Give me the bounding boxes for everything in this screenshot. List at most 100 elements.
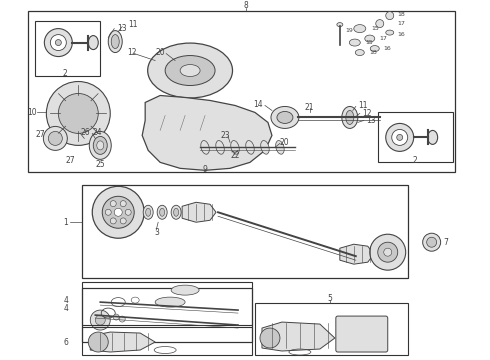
Circle shape: [423, 233, 441, 251]
Text: 1: 1: [64, 218, 68, 227]
Text: 18: 18: [370, 50, 377, 55]
Ellipse shape: [157, 205, 167, 219]
Text: 22: 22: [230, 151, 240, 160]
Text: 3: 3: [154, 228, 159, 237]
Text: 5: 5: [327, 294, 332, 303]
Ellipse shape: [349, 39, 360, 46]
Bar: [35, 21, 100, 76]
Ellipse shape: [173, 208, 179, 216]
Ellipse shape: [155, 297, 185, 307]
Circle shape: [370, 234, 406, 270]
Circle shape: [120, 218, 126, 224]
Ellipse shape: [245, 140, 254, 154]
Text: 6: 6: [63, 338, 68, 347]
Circle shape: [113, 314, 119, 320]
Circle shape: [45, 28, 73, 57]
Ellipse shape: [271, 107, 299, 129]
Text: 27: 27: [36, 130, 46, 139]
Text: 12: 12: [127, 48, 137, 57]
Circle shape: [384, 248, 392, 256]
Circle shape: [47, 81, 110, 145]
Circle shape: [105, 209, 111, 215]
Text: 15: 15: [372, 26, 380, 31]
Circle shape: [386, 12, 394, 19]
Circle shape: [397, 134, 403, 140]
Circle shape: [49, 131, 62, 145]
Ellipse shape: [355, 50, 364, 55]
Text: 27: 27: [66, 156, 75, 165]
Text: 14: 14: [253, 100, 263, 109]
Ellipse shape: [231, 140, 239, 154]
Text: 21: 21: [305, 103, 315, 112]
Circle shape: [95, 315, 105, 325]
Ellipse shape: [143, 205, 153, 219]
Text: 16: 16: [398, 32, 405, 37]
Ellipse shape: [165, 55, 215, 85]
Text: 8: 8: [244, 1, 248, 10]
Ellipse shape: [97, 141, 104, 150]
Ellipse shape: [365, 35, 375, 42]
Ellipse shape: [147, 43, 233, 98]
Text: 15: 15: [366, 40, 373, 45]
Ellipse shape: [277, 112, 293, 123]
Ellipse shape: [171, 285, 199, 295]
Text: 11: 11: [128, 20, 138, 29]
Text: 23: 23: [220, 131, 230, 140]
Circle shape: [92, 186, 144, 238]
Ellipse shape: [342, 107, 358, 129]
Bar: [378, 112, 453, 162]
Circle shape: [120, 201, 126, 207]
Circle shape: [376, 19, 384, 28]
Ellipse shape: [89, 131, 111, 159]
Circle shape: [110, 218, 116, 224]
Ellipse shape: [428, 130, 438, 144]
Text: 19: 19: [346, 28, 354, 33]
Ellipse shape: [386, 30, 394, 35]
Circle shape: [125, 209, 131, 215]
Bar: [82, 327, 252, 355]
Ellipse shape: [111, 35, 119, 49]
Polygon shape: [142, 95, 272, 170]
Text: 16: 16: [384, 46, 392, 51]
Text: 26: 26: [80, 128, 90, 137]
Text: 20: 20: [280, 138, 290, 147]
Bar: [82, 288, 252, 342]
Text: 17: 17: [380, 36, 388, 41]
Ellipse shape: [93, 136, 107, 154]
Ellipse shape: [346, 111, 354, 125]
Ellipse shape: [88, 36, 98, 50]
Circle shape: [58, 94, 98, 134]
Ellipse shape: [276, 140, 284, 154]
Circle shape: [427, 237, 437, 247]
Text: 2: 2: [412, 156, 417, 165]
Circle shape: [260, 328, 280, 348]
Text: 4: 4: [63, 296, 68, 305]
Text: 2: 2: [63, 69, 68, 78]
Circle shape: [55, 40, 61, 46]
Circle shape: [50, 35, 66, 50]
Polygon shape: [182, 202, 216, 222]
Bar: [28, 11, 455, 172]
Bar: [255, 303, 408, 355]
Text: 7: 7: [443, 238, 448, 247]
Ellipse shape: [108, 31, 122, 53]
Ellipse shape: [370, 46, 379, 51]
Text: 17: 17: [398, 21, 406, 26]
Circle shape: [88, 332, 108, 352]
Ellipse shape: [114, 208, 122, 216]
Circle shape: [119, 316, 125, 322]
Circle shape: [386, 123, 414, 151]
Text: 11: 11: [358, 101, 368, 110]
Circle shape: [90, 310, 110, 330]
Circle shape: [102, 196, 134, 228]
Polygon shape: [262, 322, 335, 351]
Circle shape: [110, 201, 116, 207]
Circle shape: [392, 129, 408, 145]
Ellipse shape: [180, 64, 200, 77]
Text: 13: 13: [117, 24, 127, 33]
Bar: [82, 288, 252, 342]
Text: 4: 4: [63, 303, 68, 312]
Ellipse shape: [261, 140, 269, 154]
Text: 9: 9: [203, 165, 207, 174]
Polygon shape: [90, 332, 155, 352]
